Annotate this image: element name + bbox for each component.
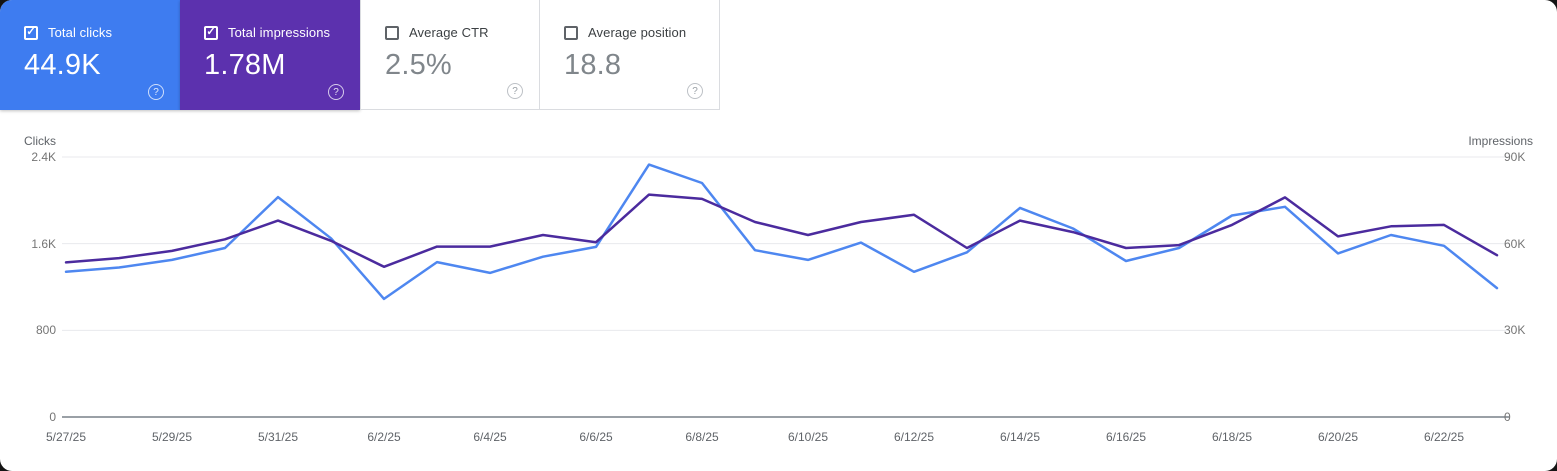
check-icon: ✓ [26,26,36,38]
help-icon[interactable]: ? [328,84,344,100]
left-axis-title: Clicks [24,134,56,148]
right-axis-tick-label: 30K [1504,323,1526,338]
total-clicks-value: 44.9K [24,49,101,81]
right-axis-title: Impressions [1468,134,1533,148]
right-axis-tick-label: 90K [1504,150,1526,164]
total-clicks-checkbox[interactable]: ✓ [24,25,38,40]
x-axis-tick-label: 6/2/25 [367,430,401,444]
total-impressions-card[interactable]: ✓ Total impressions 1.78M ? [180,0,360,110]
x-axis-tick-label: 5/27/25 [45,430,87,444]
average-ctr-checkbox[interactable]: ✓ [385,25,399,40]
check-icon: ✓ [206,26,216,38]
metric-cards: ✓ Total clicks 44.9K ? ✓ Total impressio… [0,0,720,110]
x-axis-tick-label: 6/8/25 [685,430,719,444]
total-impressions-checkbox[interactable]: ✓ [204,25,218,40]
x-axis-tick-label: 6/20/25 [1317,430,1359,444]
average-position-card[interactable]: ✓ Average position 18.8 ? [540,0,720,110]
left-axis-tick-label: 800 [35,323,56,338]
total-impressions-card-header: ✓ Total impressions [204,25,342,40]
total-impressions-label: Total impressions [228,25,331,40]
impressions-line [64,193,1499,269]
left-axis-tick-label: 1.6K [31,236,56,251]
right-axis-tick-label: 60K [1504,236,1526,251]
x-axis-tick-label: 5/31/25 [257,430,299,444]
average-position-checkbox[interactable]: ✓ [564,25,578,40]
help-icon[interactable]: ? [148,84,164,100]
left-axis-tick-label: 2.4K [31,150,56,164]
x-axis-tick-label: 6/6/25 [579,430,613,444]
average-ctr-card-header: ✓ Average CTR [385,25,521,40]
x-axis-tick-label: 6/22/25 [1423,430,1465,444]
x-axis-tick-label: 6/10/25 [787,430,829,444]
total-clicks-card[interactable]: ✓ Total clicks 44.9K ? [0,0,180,110]
average-ctr-label: Average CTR [409,25,489,40]
average-ctr-card[interactable]: ✓ Average CTR 2.5% ? [360,0,540,110]
left-axis-tick-label: 0 [49,410,56,424]
x-axis-tick-label: 6/16/25 [1105,430,1147,444]
x-axis-tick-label: 5/29/25 [151,430,193,444]
average-position-label: Average position [588,25,687,40]
total-clicks-card-header: ✓ Total clicks [24,25,162,40]
help-icon[interactable]: ? [507,83,523,99]
x-axis-tick-label: 6/4/25 [473,430,507,444]
x-axis-tick-label: 6/18/25 [1211,430,1253,444]
right-axis-tick-label: 0 [1504,410,1511,424]
average-ctr-value: 2.5% [385,49,452,81]
x-axis-tick-label: 6/12/25 [893,430,935,444]
clicks-line [64,163,1499,301]
help-icon[interactable]: ? [687,83,703,99]
total-clicks-label: Total clicks [48,25,113,40]
x-axis-tick-label: 6/14/25 [999,430,1041,444]
average-position-value: 18.8 [564,49,622,81]
total-impressions-value: 1.78M [204,49,286,81]
average-position-card-header: ✓ Average position [564,25,701,40]
